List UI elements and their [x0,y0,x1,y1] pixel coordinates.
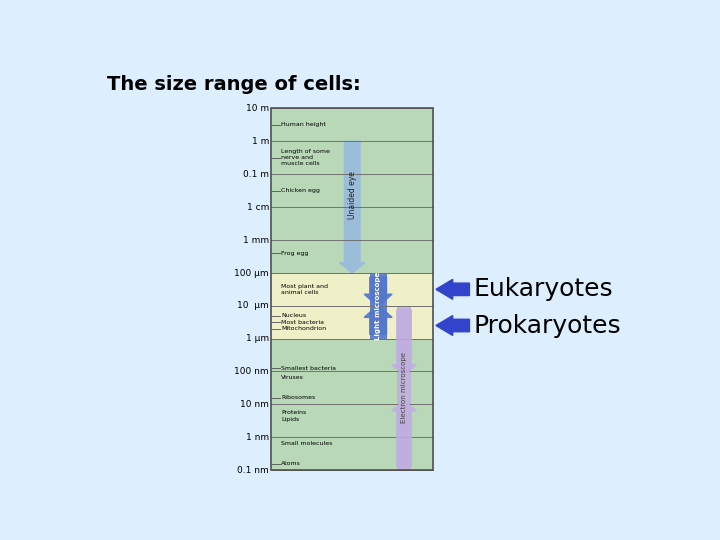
Bar [271,207,433,240]
Text: 1 μm: 1 μm [246,334,269,343]
Text: 1 nm: 1 nm [246,433,269,442]
Text: 10 m: 10 m [246,104,269,113]
FancyArrow shape [364,277,392,307]
Text: The size range of cells:: The size range of cells: [107,75,361,94]
Text: Unaided eye: Unaided eye [348,171,357,219]
Text: 1 cm: 1 cm [247,202,269,212]
Bar [271,174,433,207]
Text: 0.1 nm: 0.1 nm [238,465,269,475]
Bar [271,109,433,470]
Text: 0.1 m: 0.1 m [243,170,269,179]
Text: Smallest bacteria: Smallest bacteria [282,366,336,370]
Text: Ribosomes: Ribosomes [282,395,315,400]
Bar [271,306,433,339]
FancyArrow shape [392,400,416,466]
Text: 10  μm: 10 μm [238,301,269,310]
FancyArrow shape [436,315,469,335]
Bar [370,273,387,339]
Bar [397,306,411,470]
Text: 1 mm: 1 mm [243,235,269,245]
Text: Atoms: Atoms [282,461,301,466]
Text: Mitochondrion: Mitochondrion [282,326,326,331]
FancyArrow shape [364,305,392,334]
Text: 10 nm: 10 nm [240,400,269,409]
Bar [271,240,433,273]
Bar [271,109,433,141]
Text: Frog egg: Frog egg [282,251,309,255]
Text: Electron microscope: Electron microscope [401,353,407,423]
Text: 100 nm: 100 nm [235,367,269,376]
FancyArrow shape [392,310,416,376]
Text: Chicken egg: Chicken egg [282,188,320,193]
Text: Proteins: Proteins [282,410,307,415]
Text: Light microscope: Light microscope [375,272,381,340]
FancyArrow shape [436,279,469,299]
Text: Prokaryotes: Prokaryotes [474,314,621,338]
Text: Lipids: Lipids [282,417,300,422]
Text: Viruses: Viruses [282,375,305,381]
Bar [271,404,433,437]
FancyArrow shape [339,141,365,273]
Text: Nucleus: Nucleus [282,313,307,318]
Text: 100 μm: 100 μm [235,268,269,278]
Bar [271,141,433,174]
Text: Length of some
nerve and
muscle cells: Length of some nerve and muscle cells [282,150,330,166]
Bar [271,437,433,470]
Bar [271,372,433,404]
Text: Small molecules: Small molecules [282,441,333,446]
Text: Human height: Human height [282,122,326,127]
Bar [271,339,433,372]
Bar [271,273,433,306]
Text: 1 m: 1 m [252,137,269,146]
Text: Eukaryotes: Eukaryotes [474,278,613,301]
Text: Most plant and
animal cells: Most plant and animal cells [282,284,328,295]
Text: Most bacteria: Most bacteria [282,320,325,325]
